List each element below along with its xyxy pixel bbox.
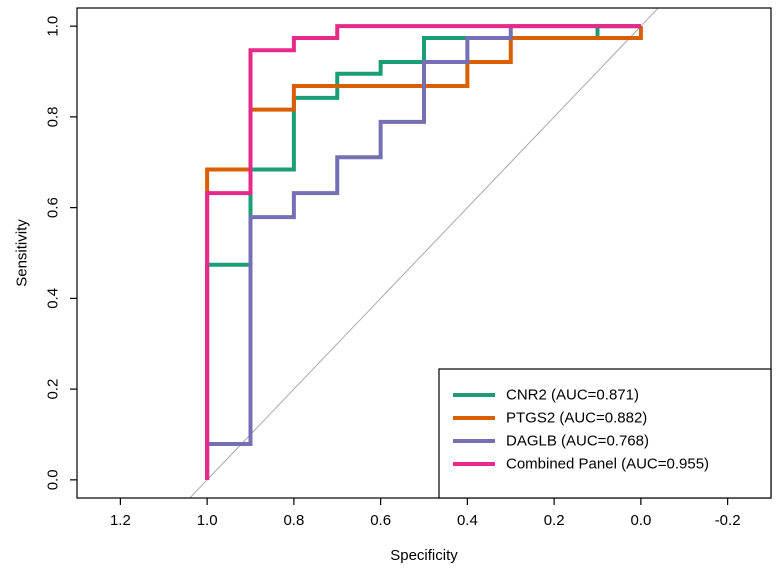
x-axis: 1.2 1.0 0.8 0.6 0.4 0.2 0.0 -0.2: [110, 498, 741, 529]
y-tick-label: 0.0: [45, 469, 62, 490]
y-axis: 0.0 0.2 0.4 0.6 0.8 1.0: [45, 16, 77, 490]
y-tick-label: 0.2: [45, 379, 62, 400]
x-tick-label: 1.2: [110, 512, 131, 529]
y-tick-label: 0.8: [45, 106, 62, 127]
y-tick-label: 0.4: [45, 288, 62, 309]
x-tick-label: 0.2: [544, 512, 565, 529]
y-axis-title: Sensitivity: [14, 219, 31, 287]
reference-layer: [189, 8, 659, 498]
y-tick-label: 1.0: [45, 16, 62, 37]
x-tick-label: 1.0: [197, 512, 218, 529]
legend: CNR2 (AUC=0.871) PTGS2 (AUC=0.882) DAGLB (…: [438, 368, 772, 499]
diagonal-reference-line: [189, 8, 659, 498]
x-tick-label: 0.0: [630, 512, 651, 529]
plot-area-frame: [76, 7, 772, 499]
series-layer: [205, 24, 643, 480]
series-line-1: [205, 26, 643, 480]
x-tick-label: -0.2: [715, 512, 741, 529]
x-tick-label: 0.6: [370, 512, 391, 529]
legend-label-0: CNR2 (AUC=0.871): [506, 387, 639, 404]
x-tick-label: 0.4: [457, 512, 478, 529]
x-axis-title: Specificity: [390, 547, 458, 564]
series-line-3: [205, 24, 641, 480]
legend-box: [438, 368, 772, 499]
legend-label-3: Combined Panel (AUC=0.955): [506, 456, 709, 473]
series-line-2: [205, 24, 641, 480]
legend-label-1: PTGS2 (AUC=0.882): [506, 410, 647, 427]
legend-label-2: DAGLB (AUC=0.768): [506, 433, 649, 450]
y-tick-label: 0.6: [45, 197, 62, 218]
x-tick-label: 0.8: [283, 512, 304, 529]
